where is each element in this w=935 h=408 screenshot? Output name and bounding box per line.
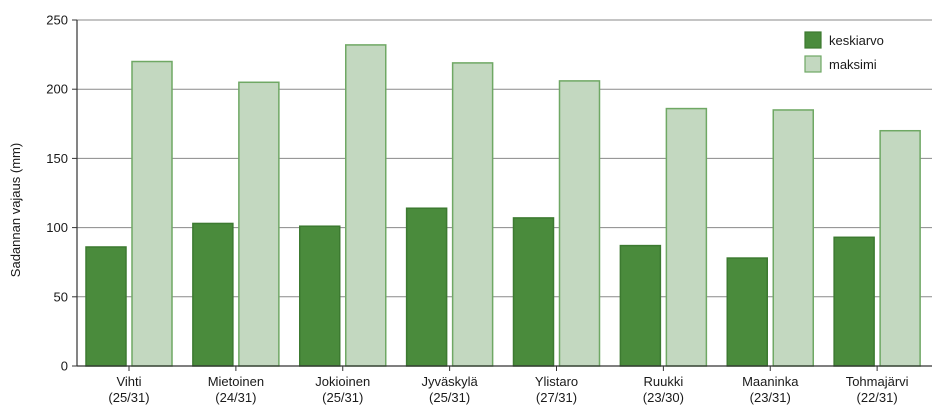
x-tick-sublabel: (22/31) xyxy=(857,390,898,405)
bars xyxy=(85,44,921,367)
x-tick-sublabel: (24/31) xyxy=(215,390,256,405)
bar-keskiarvo xyxy=(192,222,234,367)
legend-label-keskiarvo: keskiarvo xyxy=(829,33,884,48)
bar-keskiarvo xyxy=(512,217,555,367)
bar-keskiarvo xyxy=(85,246,127,367)
bar-maksimi xyxy=(879,129,921,367)
legend-label-maksimi: maksimi xyxy=(829,57,877,72)
bar-keskiarvo xyxy=(833,236,875,367)
legend: keskiarvo maksimi xyxy=(804,31,884,73)
x-tick-label: Ylistaro xyxy=(535,374,578,389)
x-tick-label: Jyväskylä xyxy=(421,374,478,389)
y-tick-label: 200 xyxy=(46,82,68,97)
y-tick-label: 100 xyxy=(46,220,68,235)
bar-keskiarvo xyxy=(619,244,662,367)
y-tick-label: 0 xyxy=(61,359,68,374)
y-axis-title: Sadannan vajaus (mm) xyxy=(8,143,23,277)
y-tick-label: 150 xyxy=(46,151,68,166)
bar-maksimi xyxy=(772,109,814,367)
bar-maksimi xyxy=(665,107,708,367)
bar-keskiarvo xyxy=(726,257,768,367)
x-tick-sublabel: (27/31) xyxy=(536,390,577,405)
bar-maksimi xyxy=(451,62,494,367)
x-tick-sublabel: (23/31) xyxy=(750,390,791,405)
bar-maksimi xyxy=(131,60,173,367)
x-tick-sublabel: (25/31) xyxy=(108,390,149,405)
x-tick-label: Maaninka xyxy=(742,374,799,389)
x-tick-label: Vihti xyxy=(116,374,141,389)
x-tick-sublabel: (23/30) xyxy=(643,390,684,405)
x-tick-label: Jokioinen xyxy=(315,374,370,389)
x-tick-sublabel: (25/31) xyxy=(322,390,363,405)
legend-swatch-keskiarvo xyxy=(804,31,822,49)
axes: 050100150200250Vihti(25/31)Mietoinen(24/… xyxy=(46,13,932,405)
x-tick-sublabel: (25/31) xyxy=(429,390,470,405)
bar-maksimi xyxy=(558,80,601,367)
y-tick-label: 250 xyxy=(46,13,68,28)
x-tick-label: Tohmajärvi xyxy=(846,374,909,389)
x-tick-label: Ruukki xyxy=(644,374,684,389)
y-tick-label: 50 xyxy=(54,289,68,304)
bar-maksimi xyxy=(238,81,280,367)
bar-keskiarvo xyxy=(299,225,341,367)
legend-swatch-maksimi xyxy=(804,55,822,73)
x-tick-label: Mietoinen xyxy=(208,374,264,389)
bar-keskiarvo xyxy=(405,207,448,367)
bar-maksimi xyxy=(345,44,387,367)
